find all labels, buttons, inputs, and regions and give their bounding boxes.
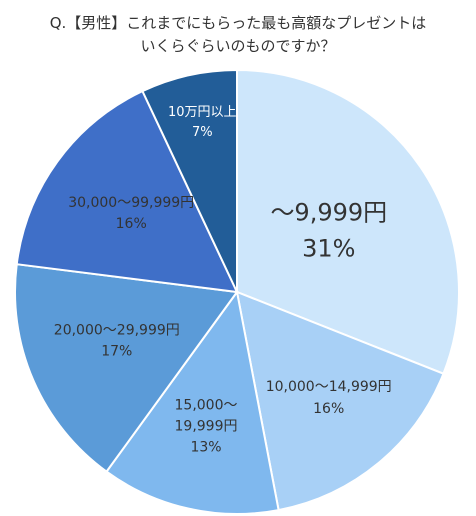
slice-value-label-3: 13% (190, 440, 221, 456)
slice-category-label-4: 20,000～29,999円 (54, 322, 180, 338)
pie-slice-2 (235, 290, 445, 512)
slice-label-1: ～9,999円 31% (270, 199, 387, 263)
slice-label-2: 10,000～14,999円 16% (266, 379, 392, 417)
pie-slice-6 (141, 68, 238, 293)
slice-value-label-6: 7% (192, 125, 213, 140)
pie-slice-5 (15, 89, 239, 294)
slice-category-label-1: ～9,999円 (270, 199, 387, 227)
pie-slice-4 (14, 263, 239, 473)
slice-label-6: 10万円以上 7% (168, 105, 237, 140)
slice-value-label-4: 17% (101, 343, 132, 359)
chart-title: Q.【男性】これまでにもらった最も高額なプレゼントは いくらぐらいのものですか？ (0, 12, 476, 58)
slice-value-label-5: 16% (116, 216, 147, 232)
slice-value-label-2: 16% (313, 401, 344, 417)
slice-label-3: 15,000～ 19,999円 13% (175, 398, 238, 456)
slice-label-4: 20,000～29,999円 17% (54, 322, 180, 359)
pie-slice-3 (105, 289, 280, 515)
pie-slices (14, 68, 460, 515)
chart-title-line-2: いくらぐらいのものですか？ (140, 37, 336, 55)
slice-label-5: 30,000～99,999円 16% (68, 195, 194, 232)
slice-category-label-6: 10万円以上 (168, 105, 237, 120)
slice-category-label-3: 19,999円 (175, 419, 238, 435)
slice-category-label-3: 15,000～ (175, 398, 238, 414)
slice-category-label-5: 30,000～99,999円 (68, 195, 194, 211)
pie-labels: ～9,999円 31% 10,000～14,999円 16% 15,000～ 19,999… (54, 105, 392, 456)
pie-slice-1 (236, 68, 460, 376)
slice-value-label-1: 31% (302, 235, 355, 263)
slice-category-label-2: 10,000～14,999円 (266, 379, 392, 395)
chart-title-line-1: Q.【男性】これまでにもらった最も高額なプレゼントは (49, 14, 427, 32)
